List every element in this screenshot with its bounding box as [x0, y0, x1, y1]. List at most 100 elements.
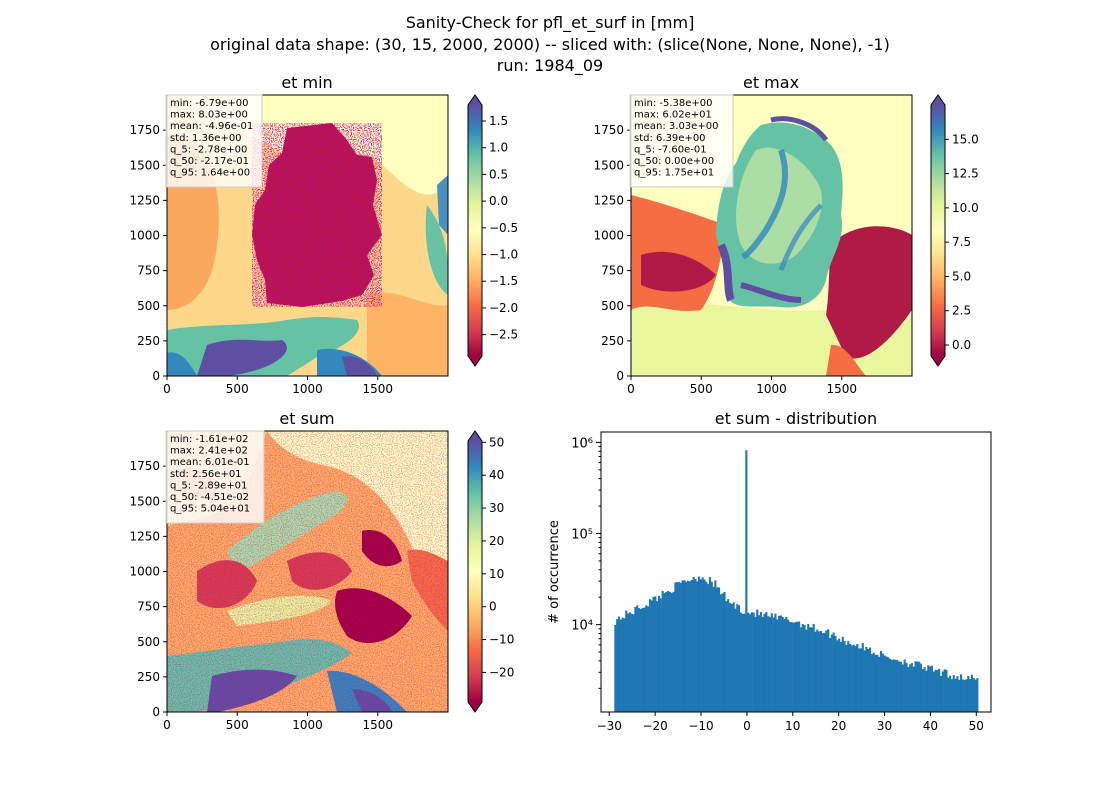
- histogram-bar: [701, 577, 704, 712]
- histogram-bar: [752, 612, 755, 712]
- x-tick-label: 500: [226, 718, 249, 732]
- y-tick-label: 750: [137, 600, 160, 614]
- histogram-ylabel: # of occurrence: [547, 520, 562, 624]
- histogram-bar: [654, 596, 657, 712]
- y-tick-label: 750: [601, 264, 624, 278]
- colorbar-tick-label: −10: [489, 633, 514, 647]
- histogram-bar: [790, 622, 793, 712]
- histogram-bar: [847, 640, 850, 712]
- histogram-bar: [839, 641, 843, 712]
- histogram-bar: [974, 679, 977, 712]
- histogram-bar: [807, 623, 810, 712]
- histogram-x-tick-label: −30: [597, 719, 622, 733]
- histogram-bar: [667, 591, 670, 712]
- histogram-bar: [743, 613, 746, 712]
- histogram-bar: [672, 591, 675, 712]
- histogram-bar: [830, 634, 833, 712]
- histogram-bar: [925, 670, 928, 712]
- histogram-bar: [763, 613, 766, 712]
- heatmap-panel-et-sum: et sum 0 500 1000 1500025050075010001250150…: [129, 409, 514, 732]
- histogram-bar: [747, 612, 750, 712]
- histogram-bar: [665, 591, 668, 712]
- histogram-bar: [690, 580, 693, 712]
- y-tick-label: 1750: [129, 123, 160, 137]
- histogram-bar: [750, 612, 753, 712]
- histogram-bar: [774, 613, 777, 712]
- histogram-bar: [712, 586, 715, 712]
- histogram-title: et sum - distribution: [715, 409, 877, 428]
- histogram-bar: [703, 579, 706, 712]
- histogram-bar: [845, 644, 848, 712]
- histogram-bar: [889, 658, 892, 712]
- colorbar-tick-label: 0.0: [489, 194, 508, 208]
- histogram-bar: [694, 578, 697, 712]
- histogram-bar: [892, 659, 895, 712]
- histogram-bar: [876, 654, 879, 712]
- histogram-bar: [916, 661, 919, 712]
- x-tick-label: 1500: [362, 382, 393, 396]
- histogram-bar: [903, 659, 906, 712]
- histogram-bar: [861, 642, 864, 712]
- histogram-y-tick-label: 10⁵: [571, 528, 593, 543]
- histogram-bar: [668, 591, 672, 712]
- histogram-bar: [634, 607, 637, 712]
- x-tick-label: 500: [690, 382, 713, 396]
- stats-line: q_5: -7.60e-01: [634, 144, 707, 155]
- histogram-bar: [705, 581, 708, 712]
- histogram-bar: [683, 580, 686, 712]
- panel-title-et-max: et max: [743, 73, 799, 92]
- y-tick-label: 1500: [129, 494, 160, 508]
- stats-line: q_95: 5.04e+01: [170, 504, 250, 515]
- stats-line: max: 2.41e+02: [170, 446, 248, 457]
- histogram-x-tick-label: 50: [969, 719, 984, 733]
- histogram-bar: [963, 679, 966, 712]
- histogram-bar: [794, 622, 797, 712]
- histogram-bar: [872, 652, 875, 712]
- y-tick-label: 250: [137, 334, 160, 348]
- histogram-bar: [710, 581, 713, 712]
- histogram-bar: [874, 654, 877, 712]
- stats-line: q_95: 1.64e+00: [170, 168, 250, 179]
- histogram-bar: [727, 599, 730, 712]
- y-tick-label: 500: [137, 635, 160, 649]
- histogram-bar: [818, 631, 821, 712]
- histogram-bar: [741, 613, 744, 712]
- histogram-bar: [758, 615, 761, 712]
- histogram-bar: [734, 608, 737, 712]
- histogram-bar: [828, 638, 832, 712]
- histogram-bar: [661, 590, 664, 712]
- histogram-bar: [961, 679, 964, 712]
- histogram-bar: [617, 616, 621, 712]
- colorbar-tick-label: 50: [489, 435, 504, 449]
- stats-line: mean: -4.96e-01: [170, 121, 253, 132]
- histogram-x-tick-label: −10: [688, 719, 713, 733]
- figure-title-line-1: Sanity-Check for pfl_et_surf in [mm]: [405, 13, 695, 32]
- histogram-bar: [936, 670, 939, 712]
- histogram-bar: [776, 619, 779, 712]
- histogram-bar: [954, 678, 957, 712]
- histogram-bar: [816, 629, 819, 712]
- histogram-bar: [927, 665, 930, 712]
- histogram-bar: [899, 661, 903, 712]
- histogram-bar: [739, 612, 742, 712]
- histogram-bar: [956, 676, 959, 712]
- histogram-bar: [810, 627, 813, 712]
- y-tick-label: 1250: [129, 193, 160, 207]
- x-tick-label: 1500: [362, 718, 393, 732]
- histogram-bar: [785, 616, 788, 712]
- histogram-bar: [708, 577, 712, 712]
- colorbar-tick-label: −1.5: [489, 274, 518, 288]
- histogram-bar: [941, 671, 944, 712]
- histogram-bar: [688, 581, 692, 712]
- histogram-bar: [630, 613, 633, 712]
- histogram-bar: [648, 599, 651, 712]
- histogram-bar: [632, 614, 635, 712]
- y-tick-label: 500: [601, 299, 624, 313]
- colorbar-et-max: [931, 105, 945, 356]
- histogram-bar: [714, 580, 717, 712]
- stats-line: q_95: 1.75e+01: [634, 168, 714, 179]
- histogram-bar: [692, 577, 695, 712]
- histogram-bar: [759, 612, 762, 712]
- histogram-bar: [674, 582, 677, 712]
- stats-line: mean: 3.03e+00: [634, 121, 718, 132]
